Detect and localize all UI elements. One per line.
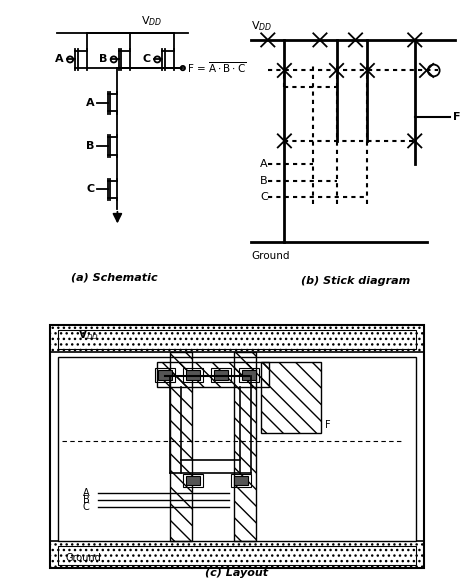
Text: Ground: Ground (251, 251, 290, 261)
Bar (239, 369, 259, 382)
Text: (a) Schematic: (a) Schematic (71, 273, 157, 283)
Text: F: F (325, 420, 330, 430)
Text: A: A (86, 98, 94, 108)
Bar (157, 362, 269, 387)
Text: B: B (83, 495, 90, 505)
Bar (261, 362, 320, 433)
Text: B: B (99, 55, 108, 65)
Text: A: A (260, 159, 268, 170)
Text: F: F (453, 112, 460, 123)
Bar (170, 352, 192, 541)
Bar (211, 369, 231, 382)
Text: C: C (143, 55, 151, 65)
Bar (231, 474, 251, 487)
Bar (242, 370, 256, 380)
Bar (50, 325, 424, 352)
Text: C: C (83, 502, 90, 512)
Bar (183, 369, 203, 382)
Bar (234, 475, 248, 485)
Text: (c) Layout: (c) Layout (205, 568, 269, 578)
Bar (186, 370, 201, 380)
Bar (58, 357, 416, 541)
Text: A: A (83, 488, 90, 498)
Text: V$_{DD}$: V$_{DD}$ (141, 14, 162, 28)
Bar (183, 474, 203, 487)
Text: Ground: Ground (66, 553, 101, 563)
Bar (155, 369, 175, 382)
Text: F = $\overline{\rm A \cdot B \cdot C}$: F = $\overline{\rm A \cdot B \cdot C}$ (187, 60, 246, 76)
Bar (58, 546, 416, 565)
Bar (214, 370, 228, 380)
Bar (234, 352, 256, 541)
Bar (186, 475, 201, 485)
Bar (50, 541, 424, 568)
Text: C: C (86, 184, 94, 194)
Bar (58, 330, 416, 349)
Bar (158, 370, 173, 380)
Text: (b) Stick diagram: (b) Stick diagram (301, 276, 410, 286)
Text: B: B (86, 141, 94, 151)
Text: A: A (55, 55, 64, 65)
Text: B: B (260, 176, 268, 186)
Text: V$_{DD}$: V$_{DD}$ (78, 329, 99, 342)
Text: V$_{DD}$: V$_{DD}$ (251, 19, 273, 33)
Text: C: C (260, 192, 268, 203)
